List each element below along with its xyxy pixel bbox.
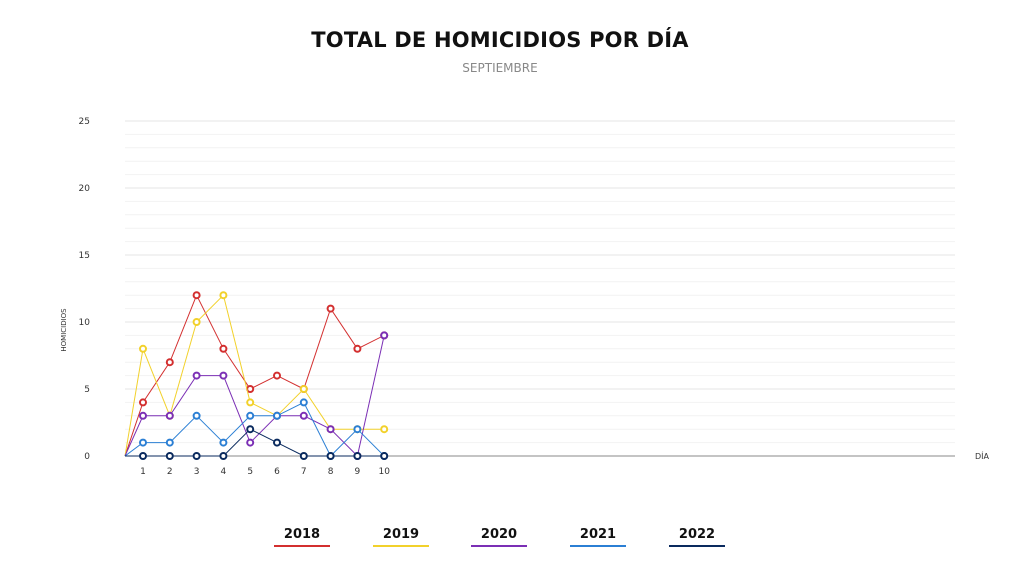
data-point-2020	[299, 411, 308, 420]
data-point-2018	[246, 385, 255, 393]
data-point-2020	[139, 411, 147, 420]
legend-swatch	[471, 545, 527, 547]
x-tick-label: 10	[378, 467, 390, 477]
data-point-2019	[139, 344, 147, 353]
data-point-2020	[165, 411, 174, 420]
x-tick-label: 9	[355, 467, 361, 477]
x-tick-label: 2	[167, 467, 173, 477]
data-point-2022	[219, 452, 228, 460]
legend-swatch	[570, 545, 626, 547]
data-point-2020	[219, 371, 228, 380]
legend-label: 2020	[480, 527, 518, 542]
data-point-2020	[246, 438, 255, 447]
series-2018	[124, 291, 389, 457]
y-tick-label: 20	[79, 184, 91, 194]
series-2022	[125, 425, 389, 460]
data-point-2018	[219, 344, 228, 353]
data-point-2022	[326, 452, 335, 460]
legend-item-2021: 2021	[568, 527, 628, 547]
data-point-2018	[165, 358, 174, 367]
data-point-2018	[326, 304, 335, 313]
y-tick-label: 25	[79, 117, 90, 127]
legend-swatch	[669, 545, 725, 547]
x-tick-label: 6	[274, 467, 280, 477]
legend-label: 2019	[382, 527, 420, 542]
data-point-2020	[326, 425, 335, 434]
legend-item-2022: 2022	[667, 527, 727, 547]
data-point-2018	[139, 398, 147, 407]
x-tick-label: 3	[194, 467, 200, 477]
legend-label: 2018	[283, 527, 321, 542]
axes: 0 5 10 15 20 25 1 2 3 4 5 6 7 8 9 10	[79, 117, 955, 477]
x-tick-label: 8	[328, 467, 334, 477]
data-point-2018	[273, 371, 281, 380]
data-point-2022	[139, 452, 147, 460]
data-point-2019	[299, 385, 308, 393]
y-tick-label: 15	[79, 251, 90, 261]
x-tick-label: 7	[301, 467, 307, 477]
series-2020	[124, 331, 389, 460]
legend-swatch	[274, 545, 330, 547]
data-point-2019	[246, 398, 255, 407]
data-point-2021	[219, 438, 228, 447]
data-point-2022	[353, 452, 362, 460]
data-point-2018	[353, 344, 362, 353]
data-point-2021	[139, 438, 147, 447]
data-point-2021	[299, 398, 308, 407]
x-tick-label: 5	[247, 467, 253, 477]
series-line-2020	[124, 335, 385, 457]
data-point-2022	[380, 452, 389, 460]
data-point-2020	[380, 331, 389, 340]
x-tick-label: 1	[140, 467, 146, 477]
data-point-2022	[246, 425, 255, 434]
chart-subtitle: SEPTIEMBRE	[462, 61, 538, 75]
series	[124, 291, 389, 460]
legend-item-2019: 2019	[371, 527, 431, 547]
line-chart: 0 5 10 15 20 25 1 2 3 4 5 6 7 8 9 10 HOMICIDIOS DÍA	[60, 117, 990, 477]
y-tick-label: 10	[79, 318, 91, 328]
legend-label: 2021	[579, 527, 617, 542]
x-tick-label: 4	[221, 467, 227, 477]
data-point-2022	[273, 438, 281, 447]
data-point-2021	[192, 411, 201, 420]
y-tick-label: 0	[84, 452, 90, 462]
data-point-2022	[299, 452, 308, 460]
legend-swatch	[373, 545, 429, 547]
data-point-2021	[246, 411, 255, 420]
y-tick-label: 5	[84, 385, 90, 395]
legend-item-2020: 2020	[469, 527, 529, 547]
x-axis-label: DÍA	[975, 450, 990, 461]
data-point-2021	[353, 425, 362, 434]
series-2019	[124, 291, 389, 457]
legend-label: 2022	[678, 527, 716, 542]
legend-item-2018: 2018	[272, 527, 332, 547]
data-point-2019	[192, 318, 201, 326]
data-point-2019	[380, 425, 389, 434]
data-point-2022	[192, 452, 201, 460]
data-point-2019	[219, 291, 228, 300]
grid	[125, 120, 955, 444]
data-point-2021	[165, 438, 174, 447]
data-point-2022	[165, 452, 174, 460]
chart-title: TOTAL DE HOMICIDIOS POR DÍA	[311, 28, 689, 52]
y-axis-label: HOMICIDIOS	[60, 308, 68, 352]
data-point-2020	[192, 371, 201, 380]
data-point-2018	[192, 291, 201, 300]
data-point-2021	[273, 411, 281, 420]
